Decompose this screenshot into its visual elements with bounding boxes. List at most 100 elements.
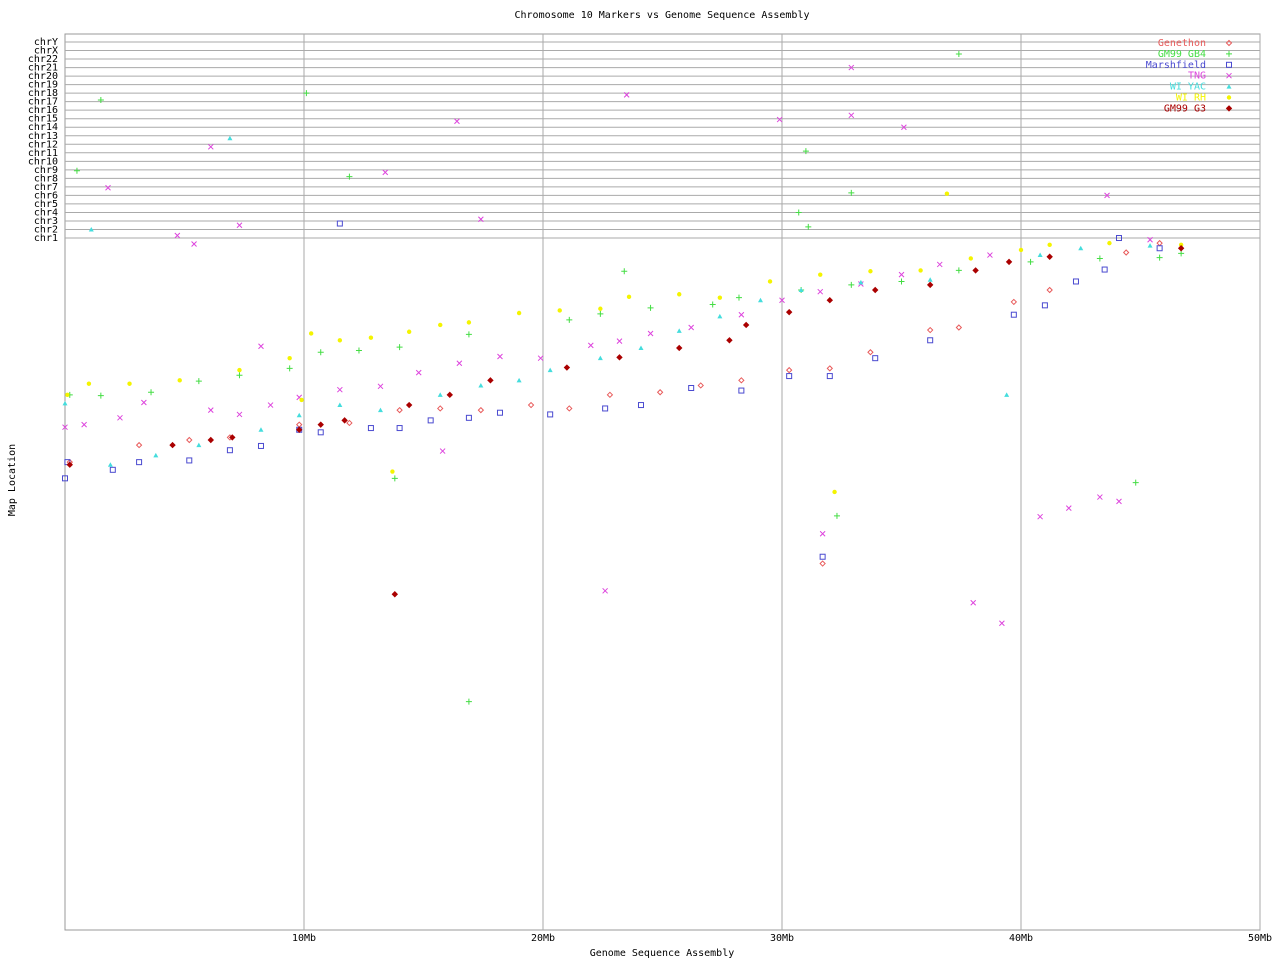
- marker-cross: [970, 599, 977, 606]
- marker-cross: [987, 252, 993, 258]
- marker-circle: [390, 469, 395, 474]
- marker-circle: [626, 294, 632, 300]
- y-tick-label: chr19: [28, 80, 58, 91]
- marker-triangle: [377, 407, 383, 413]
- marker-plus: [195, 378, 202, 385]
- marker-diamond: [785, 366, 793, 374]
- x-tick-label: 40Mb: [1009, 933, 1033, 944]
- marker-cross: [478, 216, 484, 223]
- marker-plus: [795, 209, 802, 216]
- marker-plus: [848, 189, 855, 196]
- marker-plus: [97, 96, 104, 103]
- y-tick-label: chr10: [28, 156, 58, 167]
- marker-square: [637, 402, 644, 409]
- y-tick-label: chr11: [28, 148, 58, 159]
- marker-circle: [406, 329, 412, 334]
- marker-square: [547, 411, 554, 418]
- marker-diamond: [972, 267, 979, 274]
- marker-cross: [1104, 192, 1110, 199]
- marker-diamond: [872, 286, 879, 294]
- marker-cross: [602, 587, 608, 594]
- marker-plus: [955, 267, 962, 274]
- marker-plus: [355, 347, 362, 354]
- marker-diamond: [742, 321, 750, 329]
- marker-cross: [336, 386, 343, 393]
- marker-cross: [454, 118, 460, 125]
- legend-label: WI RH: [1176, 93, 1206, 104]
- marker-diamond: [66, 461, 73, 468]
- marker-diamond: [1225, 105, 1233, 112]
- y-axis-label: Map Location: [7, 444, 18, 516]
- marker-diamond: [676, 344, 683, 352]
- marker-square: [927, 337, 934, 344]
- marker-triangle: [258, 427, 264, 432]
- marker-cross: [848, 112, 855, 119]
- marker-triangle: [597, 355, 603, 361]
- marker-plus: [346, 173, 353, 180]
- marker-cross: [999, 620, 1005, 627]
- marker-diamond: [606, 391, 614, 399]
- marker-triangle: [153, 452, 159, 458]
- marker-square: [367, 425, 374, 432]
- marker-diamond: [819, 560, 826, 567]
- legend-label: WI YAC: [1170, 82, 1206, 93]
- marker-plus: [1156, 254, 1163, 261]
- marker-cross: [439, 448, 446, 454]
- marker-cross: [1226, 72, 1232, 79]
- marker-cross: [258, 343, 264, 350]
- marker-plus: [647, 304, 654, 311]
- marker-plus: [709, 301, 716, 308]
- marker-triangle: [798, 287, 804, 292]
- marker-diamond: [296, 426, 303, 433]
- marker-plus: [317, 349, 324, 356]
- marker-cross: [898, 271, 905, 278]
- marker-diamond: [1046, 253, 1053, 260]
- marker-cross: [779, 297, 785, 304]
- marker-diamond: [926, 281, 934, 289]
- marker-circle: [337, 338, 343, 343]
- marker-cross: [497, 353, 503, 360]
- marker-square: [465, 414, 472, 421]
- marker-square: [317, 429, 324, 436]
- marker-diamond: [785, 308, 793, 316]
- y-tick-label: chr2: [34, 224, 58, 235]
- marker-square: [226, 447, 233, 454]
- marker-diamond: [477, 406, 485, 414]
- marker-diamond: [437, 405, 444, 412]
- marker-diamond: [487, 377, 494, 384]
- marker-diamond: [616, 354, 623, 361]
- marker-cross: [377, 383, 384, 390]
- marker-plus: [396, 344, 403, 351]
- marker-diamond: [169, 441, 176, 449]
- marker-triangle: [196, 442, 202, 448]
- marker-diamond: [867, 349, 874, 356]
- marker-plus: [621, 268, 628, 275]
- marker-cross: [848, 64, 855, 71]
- marker-cross: [62, 424, 68, 431]
- marker-cross: [616, 338, 623, 344]
- y-tick-label: chr4: [34, 207, 58, 218]
- marker-triangle: [547, 367, 553, 373]
- y-tick-label: chr6: [34, 190, 58, 201]
- marker-diamond: [656, 389, 664, 396]
- marker-diamond: [527, 401, 535, 409]
- marker-cross: [587, 342, 594, 349]
- marker-cross: [738, 311, 745, 318]
- marker-square: [62, 475, 68, 482]
- marker-triangle: [478, 382, 484, 388]
- marker-circle: [466, 320, 472, 325]
- marker-plus: [73, 167, 80, 174]
- marker-plus: [391, 475, 398, 482]
- marker-diamond: [396, 406, 403, 414]
- y-tick-label: chr12: [28, 139, 58, 150]
- marker-circle: [1178, 242, 1184, 248]
- y-tick-label: chr22: [28, 54, 58, 65]
- legend-label: TNG: [1188, 71, 1206, 82]
- marker-square: [1115, 235, 1122, 242]
- y-tick-label: chr16: [28, 105, 58, 116]
- marker-circle: [918, 268, 923, 273]
- legend-label: Genethon: [1158, 38, 1206, 49]
- marker-cross: [105, 184, 111, 191]
- marker-plus: [833, 512, 840, 519]
